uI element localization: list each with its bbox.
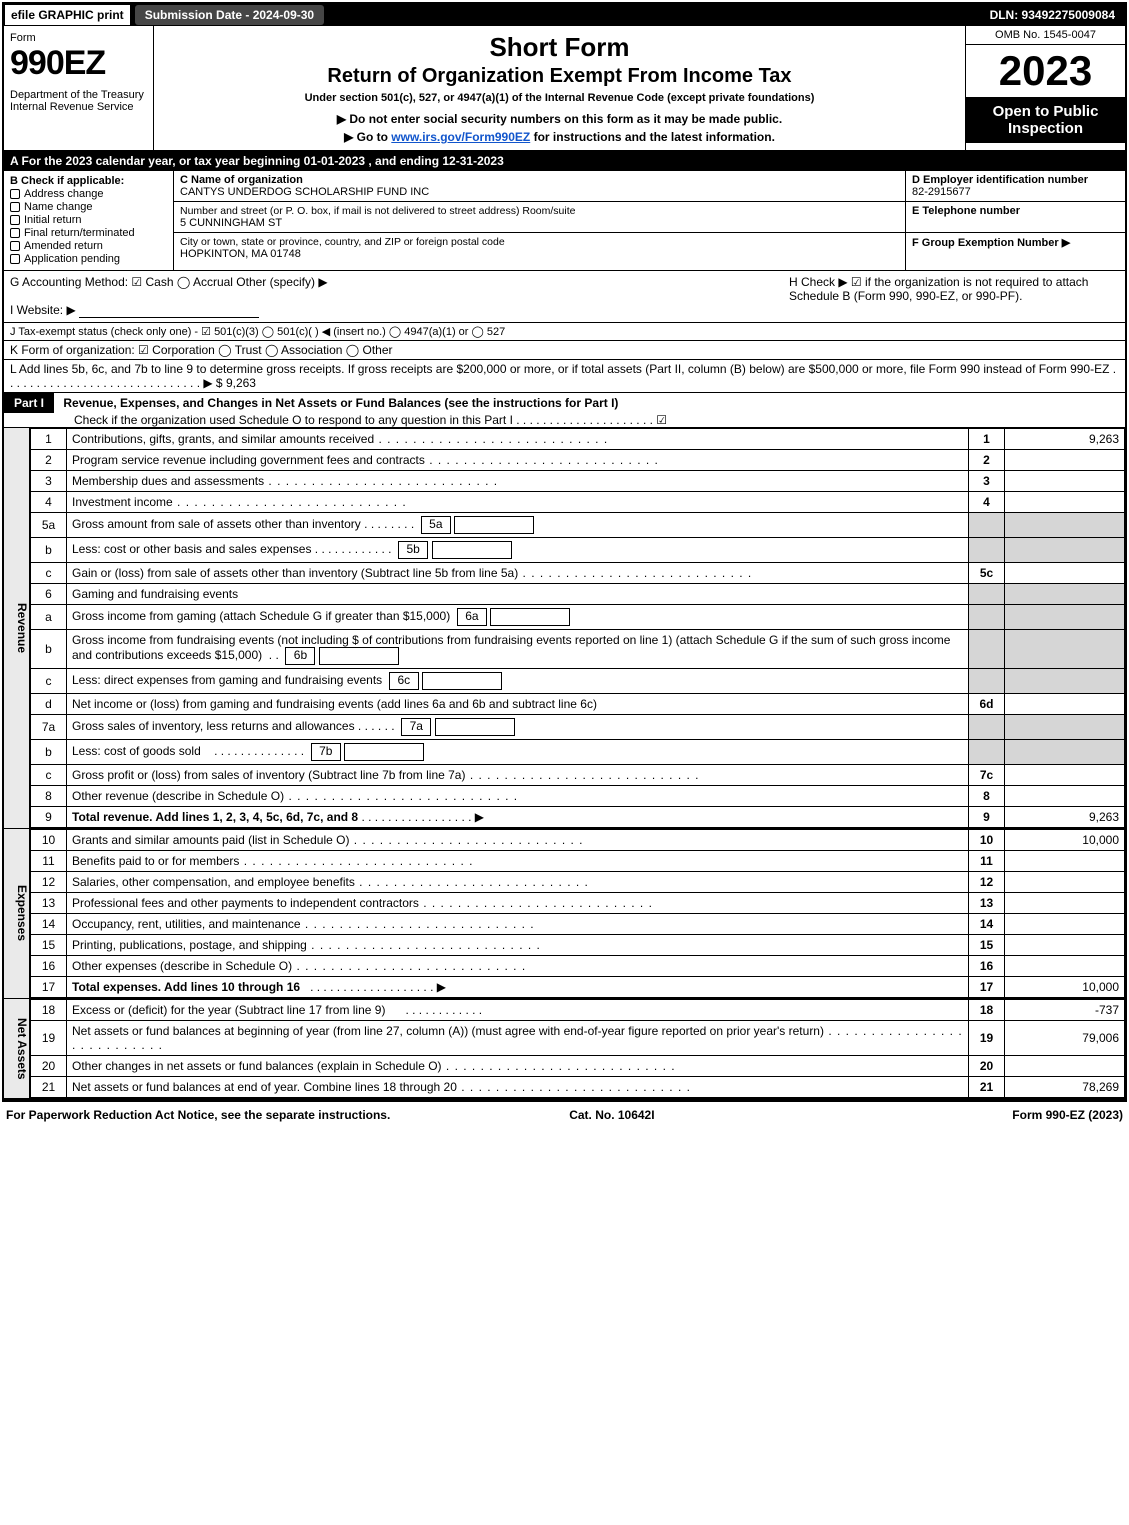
line-5c: cGain or (loss) from sale of assets othe… (31, 562, 1125, 583)
line-7a: 7aGross sales of inventory, less returns… (31, 714, 1125, 739)
line-14: 14Occupancy, rent, utilities, and mainte… (31, 913, 1125, 934)
section-a: A For the 2023 calendar year, or tax yea… (4, 151, 1125, 171)
part-i-badge: Part I (4, 393, 54, 413)
form-header: Form 990EZ Department of the Treasury In… (4, 26, 1125, 151)
c-city-label: City or town, state or province, country… (180, 236, 505, 248)
expenses-section: Expenses 10Grants and similar amounts pa… (4, 829, 1125, 999)
footer: For Paperwork Reduction Act Notice, see … (0, 1104, 1129, 1126)
dln: DLN: 93492275009084 (980, 5, 1125, 25)
cb-initial-return[interactable]: Initial return (10, 214, 167, 226)
org-city: HOPKINTON, MA 01748 (180, 248, 301, 260)
line-13: 13Professional fees and other payments t… (31, 892, 1125, 913)
open-to-public: Open to Public Inspection (966, 97, 1125, 143)
paperwork-notice: For Paperwork Reduction Act Notice, see … (6, 1108, 390, 1122)
section-k: K Form of organization: ☑ Corporation ◯ … (4, 341, 1125, 360)
line-9: 9Total revenue. Add lines 1, 2, 3, 4, 5c… (31, 806, 1125, 827)
org-address: 5 CUNNINGHAM ST (180, 217, 282, 229)
line-19: 19Net assets or fund balances at beginni… (31, 1020, 1125, 1055)
side-net-assets: Net Assets (4, 999, 30, 1098)
line-15: 15Printing, publications, postage, and s… (31, 934, 1125, 955)
side-revenue: Revenue (4, 428, 30, 828)
ein-value: 82-2915677 (912, 186, 971, 198)
line-6a: aGross income from gaming (attach Schedu… (31, 604, 1125, 629)
org-name: CANTYS UNDERDOG SCHOLARSHIP FUND INC (180, 186, 429, 198)
section-i: I Website: ▶ (10, 303, 1119, 318)
c-addr-label: Number and street (or P. O. box, if mail… (180, 205, 575, 217)
irs-link[interactable]: www.irs.gov/Form990EZ (391, 130, 530, 144)
line-11: 11Benefits paid to or for members11 (31, 850, 1125, 871)
line-1: 1Contributions, gifts, grants, and simil… (31, 428, 1125, 449)
net-assets-section: Net Assets 18Excess or (deficit) for the… (4, 999, 1125, 1100)
goto-pre: ▶ Go to (344, 130, 391, 144)
line-16: 16Other expenses (describe in Schedule O… (31, 955, 1125, 976)
group-exemption-label: F Group Exemption Number ▶ (912, 237, 1070, 249)
line-8: 8Other revenue (describe in Schedule O)8 (31, 785, 1125, 806)
ssn-warning: ▶ Do not enter social security numbers o… (160, 112, 959, 126)
omb-number: OMB No. 1545-0047 (966, 26, 1125, 45)
line-4: 4Investment income4 (31, 491, 1125, 512)
goto-instructions: ▶ Go to www.irs.gov/Form990EZ for instru… (160, 130, 959, 144)
section-b: B Check if applicable: Address change Na… (4, 171, 174, 270)
part-i-check: Check if the organization used Schedule … (4, 413, 667, 427)
line-21: 21Net assets or fund balances at end of … (31, 1076, 1125, 1097)
cb-final-return[interactable]: Final return/terminated (10, 227, 167, 239)
cb-address-change[interactable]: Address change (10, 188, 167, 200)
section-def: D Employer identification number82-29156… (905, 171, 1125, 270)
form-ref: Form 990-EZ (2023) (1012, 1108, 1123, 1122)
title-return: Return of Organization Exempt From Incom… (160, 65, 959, 88)
tax-year: 2023 (966, 45, 1125, 97)
line-2: 2Program service revenue including gover… (31, 449, 1125, 470)
line-6: 6Gaming and fundraising events (31, 583, 1125, 604)
line-5b: bLess: cost or other basis and sales exp… (31, 537, 1125, 562)
cb-amended-return[interactable]: Amended return (10, 240, 167, 252)
line-3: 3Membership dues and assessments3 (31, 470, 1125, 491)
section-j: J Tax-exempt status (check only one) - ☑… (4, 323, 1125, 341)
side-expenses: Expenses (4, 829, 30, 998)
line-17: 17Total expenses. Add lines 10 through 1… (31, 976, 1125, 997)
line-6c: cLess: direct expenses from gaming and f… (31, 668, 1125, 693)
line-12: 12Salaries, other compensation, and empl… (31, 871, 1125, 892)
title-short-form: Short Form (160, 32, 959, 63)
form-code: 990EZ (10, 44, 147, 83)
line-18: 18Excess or (deficit) for the year (Subt… (31, 999, 1125, 1020)
department: Department of the Treasury Internal Reve… (10, 89, 147, 113)
part-i-header: Part I Revenue, Expenses, and Changes in… (4, 393, 1125, 428)
b-label: B Check if applicable: (10, 175, 124, 187)
revenue-table: 1Contributions, gifts, grants, and simil… (30, 428, 1125, 828)
line-10: 10Grants and similar amounts paid (list … (31, 829, 1125, 850)
c-name-label: C Name of organization (180, 174, 303, 186)
part-i-title: Revenue, Expenses, and Changes in Net As… (57, 396, 618, 410)
tel-label: E Telephone number (912, 205, 1020, 217)
section-gh: H Check ▶ ☑ if the organization is not r… (4, 271, 1125, 323)
goto-post: for instructions and the latest informat… (530, 130, 775, 144)
efile-label[interactable]: efile GRAPHIC print (4, 4, 131, 26)
under-section: Under section 501(c), 527, or 4947(a)(1)… (160, 92, 959, 104)
net-assets-table: 18Excess or (deficit) for the year (Subt… (30, 999, 1125, 1098)
top-bar: efile GRAPHIC print Submission Date - 20… (4, 4, 1125, 26)
form-prefix: Form (10, 32, 147, 44)
cb-application-pending[interactable]: Application pending (10, 253, 167, 265)
line-6d: dNet income or (loss) from gaming and fu… (31, 693, 1125, 714)
cb-name-change[interactable]: Name change (10, 201, 167, 213)
line-5a: 5aGross amount from sale of assets other… (31, 512, 1125, 537)
ein-label: D Employer identification number (912, 174, 1088, 186)
cat-no: Cat. No. 10642I (569, 1108, 654, 1122)
line-20: 20Other changes in net assets or fund ba… (31, 1055, 1125, 1076)
line-6b: bGross income from fundraising events (n… (31, 629, 1125, 668)
submission-date: Submission Date - 2024-09-30 (135, 5, 324, 25)
section-c: C Name of organization CANTYS UNDERDOG S… (174, 171, 905, 270)
revenue-section: Revenue 1Contributions, gifts, grants, a… (4, 428, 1125, 829)
section-h: H Check ▶ ☑ if the organization is not r… (789, 275, 1119, 303)
section-l: L Add lines 5b, 6c, and 7b to line 9 to … (4, 360, 1125, 393)
section-bc: B Check if applicable: Address change Na… (4, 171, 1125, 271)
website-input[interactable] (79, 304, 259, 318)
line-7c: cGross profit or (loss) from sales of in… (31, 764, 1125, 785)
line-7b: bLess: cost of goods sold . . . . . . . … (31, 739, 1125, 764)
expenses-table: 10Grants and similar amounts paid (list … (30, 829, 1125, 998)
